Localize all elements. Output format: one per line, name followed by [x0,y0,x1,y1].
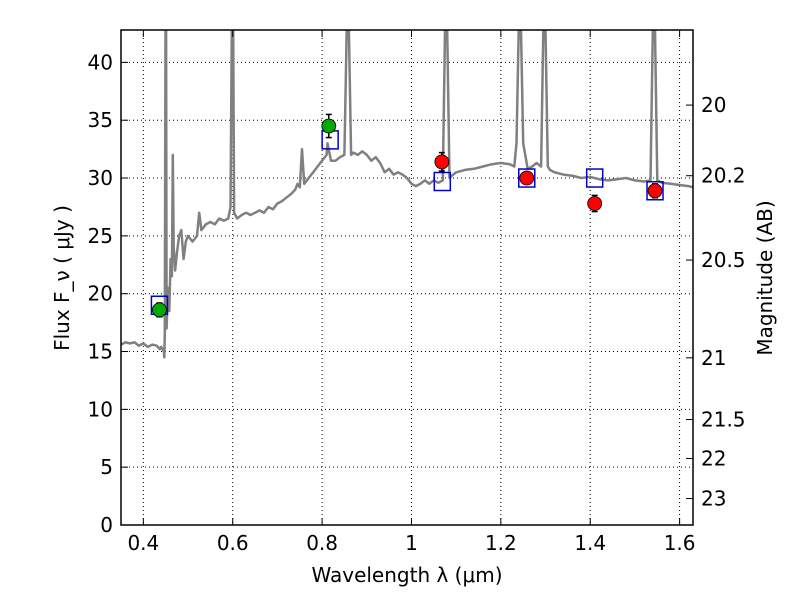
x-tick-label: 1.4 [574,531,606,555]
spectrum-line [121,30,693,359]
right-tick-label: 23 [701,487,726,511]
x-tick-label: 0.4 [127,531,159,555]
red-data-point [519,170,535,186]
grid-lines [121,30,693,526]
right-tick-label: 22 [701,446,726,470]
x-tick-label: 1.6 [664,531,696,555]
x-tick-label: 0.6 [217,531,249,555]
y-tick-label: 35 [88,108,113,132]
x-tick-label: 1.2 [485,531,517,555]
right-tick-label: 20.5 [701,248,746,272]
y-tick-label: 30 [88,166,113,190]
tick-labels: 0.4 0.6 0.8 1 1.2 1.4 1.6 0 5 10 15 20 25 30 35 40 20 20.… [88,50,746,555]
model-box [518,168,536,188]
data-layer [121,30,693,359]
right-tick-label: 20 [701,93,726,117]
model-box [585,168,604,188]
y-tick-label: 0 [100,513,113,537]
green-data-point [321,118,337,134]
red-data-point [587,196,603,211]
x-tick-label: 0.8 [306,531,338,555]
y-tick-label: 5 [100,455,113,479]
model-box [433,171,452,192]
y-tick-label: 10 [88,397,113,421]
y-tick-label: 40 [88,50,113,74]
model-box [321,130,339,150]
right-tick-label: 20.2 [701,164,746,188]
right-axis-title: Magnitude (AB) [753,200,777,355]
y-tick-label: 15 [88,340,113,364]
tick-marks [121,30,693,526]
right-tick-label: 21 [701,346,726,370]
y-axis-title: Flux F_ν ( μJy ) [50,205,74,351]
red-data-point [647,183,663,199]
y-tick-label: 25 [88,224,113,248]
model-box [646,181,664,201]
red-data-point [434,154,450,170]
green-data-point [152,302,167,318]
y-tick-label: 20 [88,282,113,306]
right-tick-label: 21.5 [701,408,746,432]
x-tick-label: 1 [405,531,418,555]
x-axis-title: Wavelength λ (μm) [311,563,502,587]
plot-frame [120,29,694,526]
